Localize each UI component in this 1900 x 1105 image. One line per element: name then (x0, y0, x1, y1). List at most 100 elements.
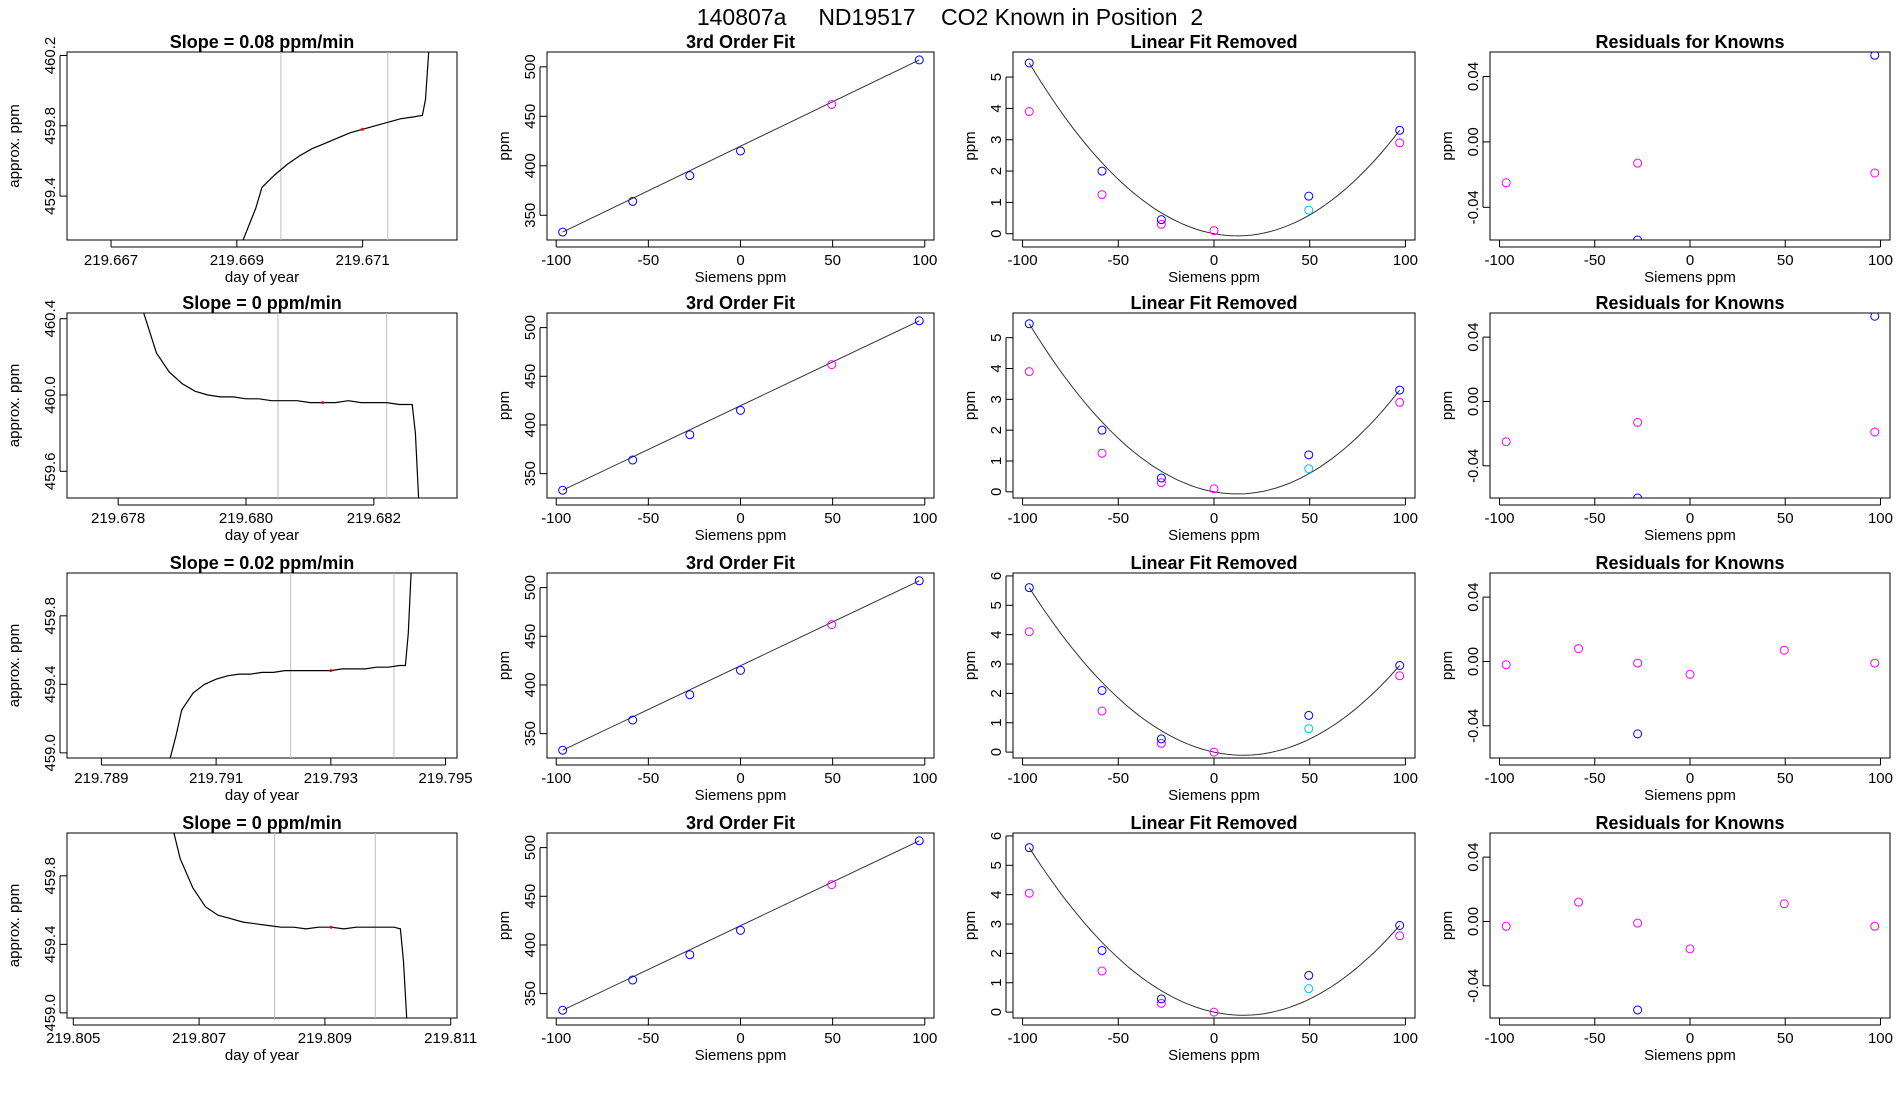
y-tick-label: 6 (988, 832, 1005, 840)
y-axis-label: approx. ppm (6, 104, 23, 187)
magenta-point (1156, 478, 1166, 488)
x-tick-label: 0 (1210, 252, 1218, 269)
y-tick-label: 3 (988, 395, 1005, 403)
plot-frame (1012, 312, 1416, 499)
data-layer (1501, 313, 1880, 498)
y-tick-label: 400 (522, 153, 539, 178)
panel-title: Slope = 0.08 ppm/min (170, 32, 355, 52)
data-layer (1501, 897, 1880, 1015)
y-tick-label: 500 (522, 315, 539, 340)
blue-point (558, 1005, 568, 1015)
data-layer (242, 52, 430, 240)
y-tick-label: 459.4 (42, 177, 59, 215)
x-tick-label: 219.793 (304, 770, 358, 787)
y-tick-label: -0.04 (1465, 969, 1482, 1003)
magenta-point (1024, 627, 1034, 637)
blue-point (914, 316, 924, 326)
magenta-point (1501, 660, 1511, 670)
y-tick-label: 350 (522, 461, 539, 486)
x-tick-label: 0 (1210, 1030, 1218, 1047)
plot-frame (1489, 312, 1891, 499)
plot-frame (1489, 832, 1891, 1019)
y-tick-label: 0.00 (1465, 127, 1482, 156)
y-axis-label: ppm (962, 651, 979, 680)
x-tick-label: 50 (1777, 252, 1794, 269)
y-tick-label: 500 (522, 54, 539, 79)
y-tick-label: 460.2 (42, 37, 59, 75)
blue-point (1633, 235, 1643, 240)
y-tick-label: -0.04 (1465, 190, 1482, 224)
panel-trace-row1: Slope = 0.08 ppm/min 219.667 219.669 219.67… (6, 32, 458, 286)
data-layer (1501, 52, 1880, 240)
y-tick-label: 0 (988, 748, 1005, 756)
y-tick-label: 5 (988, 601, 1005, 609)
blue-point (1304, 191, 1314, 201)
x-tick-label: -100 (1485, 252, 1515, 269)
magenta-point (1870, 427, 1880, 437)
y-tick-label: 500 (522, 575, 539, 600)
y-tick-label: 3 (988, 920, 1005, 928)
y-tick-label: 400 (522, 672, 539, 697)
blue-point (1097, 166, 1107, 176)
x-tick-label: 219.789 (74, 770, 128, 787)
x-axis-label: Siemens ppm (1644, 787, 1736, 804)
blue-point (1870, 313, 1880, 321)
x-tick-label: 0 (1210, 770, 1218, 787)
x-tick-label: -50 (638, 510, 660, 527)
panel-linear_removed-row1: Linear Fit Removed -100 -50 0 50 100 0 1 2 3 4 5 Sie… (962, 32, 1418, 286)
x-tick-label: 0 (1686, 510, 1694, 527)
blue-point (1156, 473, 1166, 483)
plot-frame (1012, 832, 1416, 1019)
y-axis-label: approx. ppm (6, 364, 23, 447)
y-tick-label: 0.00 (1465, 387, 1482, 416)
panel-title: Linear Fit Removed (1130, 293, 1297, 313)
y-tick-label: 0.00 (1465, 907, 1482, 936)
y-tick-label: 450 (522, 884, 539, 909)
x-tick-label: -50 (1584, 510, 1606, 527)
magenta-point (1633, 658, 1643, 668)
panel-title: Slope = 0 ppm/min (182, 293, 342, 313)
x-tick-label: -100 (1485, 510, 1515, 527)
x-tick-label: 0 (736, 252, 744, 269)
cyan-point (1304, 724, 1314, 734)
blue-point (628, 196, 638, 206)
x-tick-label: 100 (912, 770, 937, 787)
magenta-point (1395, 138, 1405, 148)
y-tick-label: 459.4 (42, 926, 59, 964)
y-tick-label: 459.4 (42, 666, 59, 704)
x-tick-label: 100 (912, 510, 937, 527)
blue-point (1097, 945, 1107, 955)
y-tick-label: 0.04 (1465, 583, 1482, 612)
blue-point (1870, 52, 1880, 60)
y-tick-label: 0 (988, 230, 1005, 238)
y-tick-label: 0 (988, 1008, 1005, 1016)
y-tick-label: 459.8 (42, 597, 59, 635)
x-tick-label: 50 (824, 1030, 841, 1047)
x-tick-label: 219.811 (424, 1030, 477, 1047)
magenta-point (1501, 178, 1511, 188)
x-tick-label: -50 (638, 252, 660, 269)
x-tick-label: -100 (541, 770, 571, 787)
plot-frame (66, 832, 458, 1019)
panel-fit-row2: 3rd Order Fit -100 -50 0 50 100 350 400 450 500 Si… (496, 293, 937, 544)
blue-point (628, 715, 638, 725)
magenta-point (1685, 944, 1695, 954)
figure-title: 140807a ND19517 CO2 Known in Position 2 (696, 4, 1204, 30)
x-tick-label: 50 (1301, 1030, 1318, 1047)
x-axis-label: Siemens ppm (1644, 527, 1736, 544)
panel-residuals-row1: Residuals for Knowns -100 -50 0 50 100 -0.04 0.… (1439, 32, 1893, 286)
y-tick-label: 350 (522, 981, 539, 1006)
x-tick-label: -50 (1107, 252, 1129, 269)
magenta-point (827, 99, 837, 109)
x-axis-label: Siemens ppm (695, 787, 787, 804)
x-tick-label: 50 (824, 510, 841, 527)
panel-title: Linear Fit Removed (1130, 32, 1297, 52)
magenta-point (1395, 931, 1405, 941)
magenta-point (1870, 921, 1880, 931)
blue-point (1395, 125, 1405, 135)
x-tick-label: 0 (1210, 510, 1218, 527)
x-tick-label: -50 (1107, 770, 1129, 787)
x-tick-label: 219.795 (418, 770, 472, 787)
x-tick-label: 50 (1301, 510, 1318, 527)
